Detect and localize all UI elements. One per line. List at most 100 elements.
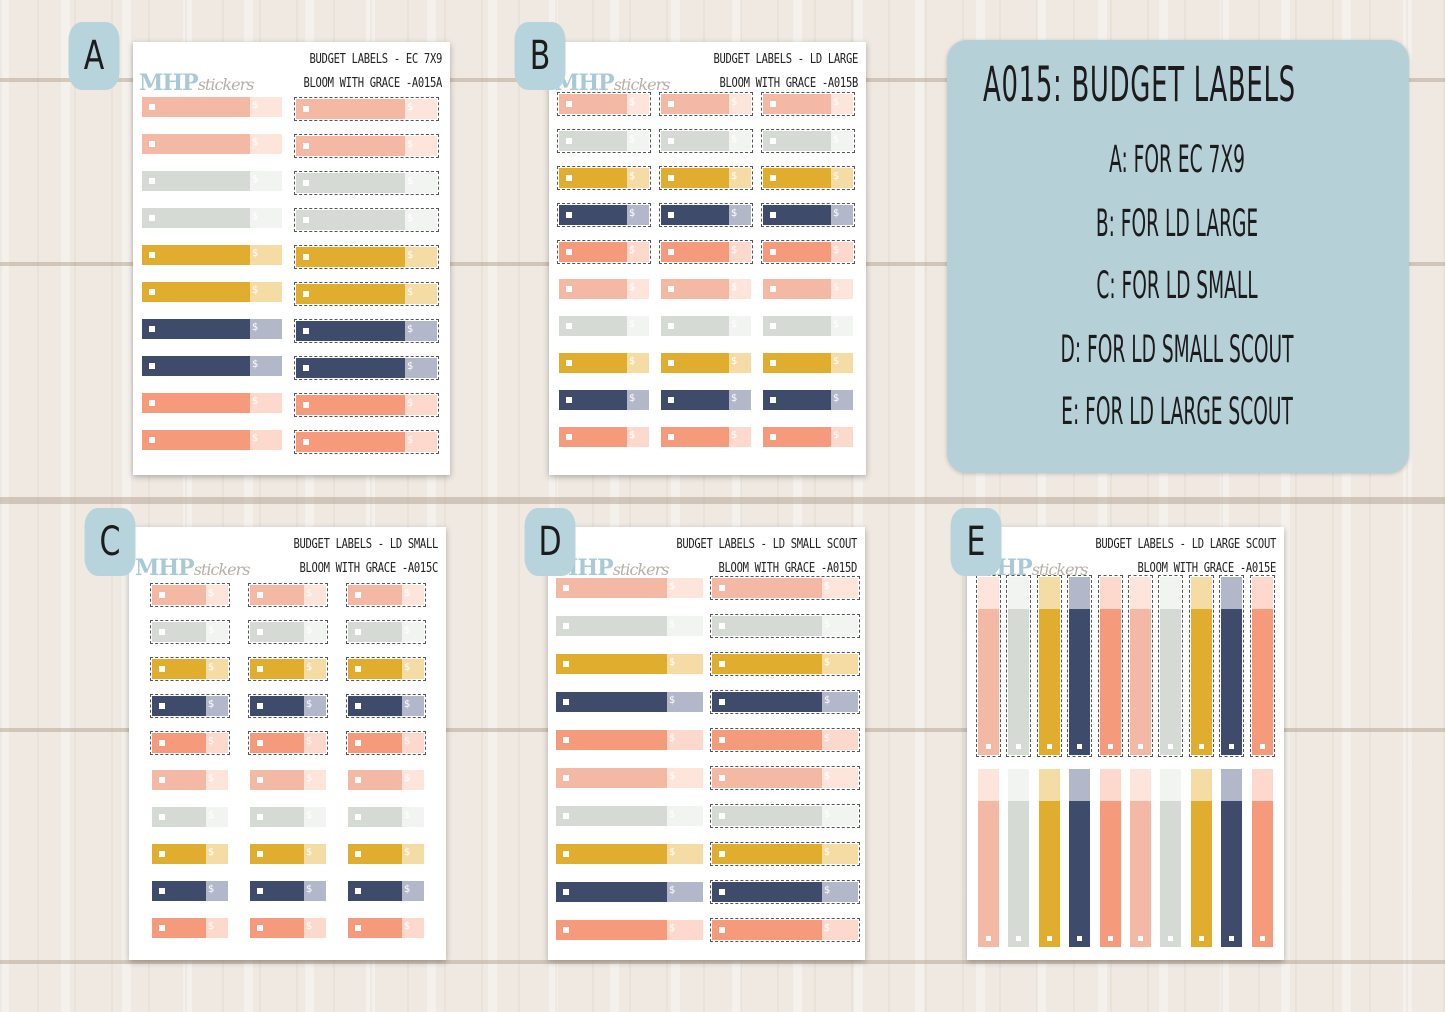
label-sticker: $ [248, 657, 328, 681]
label-sticker: $ [250, 807, 326, 827]
label-sticker: $ [294, 356, 439, 380]
label-sticker: $ [559, 427, 649, 447]
info-panel: A015: BUDGET LABELS A: FOR EC 7X9 B: FOR… [947, 40, 1409, 473]
label-sticker [1219, 575, 1245, 757]
label-sticker: $ [346, 694, 426, 718]
badge-c: C [84, 508, 136, 576]
label-sticker: $ [142, 171, 282, 191]
sheet-header: BUDGET LABELS - LD SMALL SCOUT BLOOM WITH… [676, 536, 857, 576]
label-sticker: $ [150, 731, 230, 755]
label-sticker: $ [710, 728, 860, 752]
label-sticker [978, 769, 999, 947]
label-sticker: $ [294, 208, 439, 232]
label-sticker: $ [710, 614, 860, 638]
label-sticker [1130, 769, 1151, 947]
label-sticker: $ [710, 690, 860, 714]
label-sticker: $ [556, 768, 703, 788]
label-sticker: $ [248, 620, 328, 644]
wood-seam [0, 960, 1445, 964]
label-sticker: $ [556, 806, 703, 826]
label-sticker: $ [346, 731, 426, 755]
label-sticker: $ [710, 576, 860, 600]
label-sticker: $ [557, 166, 651, 190]
label-sticker: $ [659, 129, 753, 153]
label-sticker: $ [346, 620, 426, 644]
label-sticker: $ [661, 427, 751, 447]
label-sticker: $ [556, 920, 703, 940]
label-sticker: $ [659, 92, 753, 116]
label-sticker: $ [659, 166, 753, 190]
label-sticker: $ [142, 319, 282, 339]
label-sticker [1067, 575, 1093, 757]
label-sticker: $ [556, 616, 703, 636]
label-sticker: $ [559, 279, 649, 299]
label-sticker: $ [761, 166, 855, 190]
panel-line-b: B: FOR LD LARGE [1095, 202, 1259, 246]
badge-b: B [514, 22, 566, 90]
label-sticker [1099, 769, 1121, 947]
label-sticker: $ [152, 881, 228, 901]
label-sticker: $ [248, 731, 328, 755]
label-sticker: $ [710, 652, 860, 676]
label-sticker: $ [294, 319, 439, 343]
label-sticker: $ [142, 208, 282, 228]
label-sticker: $ [557, 203, 651, 227]
label-sticker: $ [294, 97, 439, 121]
label-sticker: $ [763, 390, 853, 410]
badge-e: E [950, 508, 1002, 576]
label-sticker: $ [294, 393, 439, 417]
label-sticker [1158, 575, 1184, 757]
panel-line-d: D: FOR LD SMALL SCOUT [1060, 328, 1294, 372]
label-sticker: $ [142, 356, 282, 376]
label-sticker: $ [761, 92, 855, 116]
label-sticker: $ [142, 393, 282, 413]
label-sticker: $ [142, 282, 282, 302]
label-sticker: $ [294, 171, 439, 195]
label-sticker: $ [250, 881, 326, 901]
label-sticker: $ [659, 240, 753, 264]
label-sticker [1038, 769, 1060, 947]
label-sticker: $ [761, 240, 855, 264]
label-sticker: $ [348, 770, 424, 790]
label-sticker: $ [150, 620, 230, 644]
label-sticker: $ [346, 583, 426, 607]
label-sticker: $ [710, 766, 860, 790]
label-sticker: $ [559, 390, 649, 410]
panel-title: A015: BUDGET LABELS [983, 58, 1296, 114]
label-sticker: $ [142, 97, 282, 117]
label-sticker: $ [142, 245, 282, 265]
label-sticker: $ [557, 92, 651, 116]
panel-line-a: A: FOR EC 7X9 [1109, 138, 1245, 182]
sticker-sheet-b: MHPstickers BUDGET LABELS - LD LARGE BLOO… [549, 42, 866, 475]
label-sticker [1188, 575, 1214, 757]
label-sticker: $ [661, 279, 751, 299]
brand-logo: MHPstickers [555, 70, 670, 96]
label-sticker: $ [142, 430, 282, 450]
label-sticker: $ [150, 657, 230, 681]
label-sticker: $ [661, 390, 751, 410]
sticker-sheet-d: MHPstickers BUDGET LABELS - LD SMALL SCO… [548, 527, 865, 960]
label-sticker: $ [152, 918, 228, 938]
label-sticker: $ [763, 427, 853, 447]
label-sticker [1251, 769, 1273, 947]
label-sticker [1221, 769, 1243, 947]
label-sticker [1128, 575, 1153, 757]
panel-line-e: E: FOR LD LARGE SCOUT [1061, 390, 1293, 434]
label-sticker: $ [763, 316, 853, 336]
label-sticker [1006, 575, 1032, 757]
label-sticker: $ [556, 578, 703, 598]
label-sticker: $ [152, 844, 228, 864]
label-sticker: $ [250, 844, 326, 864]
label-sticker: $ [150, 694, 230, 718]
label-sticker [1160, 769, 1182, 947]
label-sticker: $ [659, 203, 753, 227]
label-sticker [1190, 769, 1212, 947]
sticker-sheet-c: MHPstickers BUDGET LABELS - LD SMALL BLOO… [129, 527, 446, 960]
label-sticker: $ [556, 654, 703, 674]
label-sticker: $ [661, 316, 751, 336]
sheet-header: BUDGET LABELS - LD LARGE SCOUT BLOOM WITH… [1095, 536, 1276, 576]
label-sticker: $ [152, 770, 228, 790]
label-sticker: $ [710, 804, 860, 828]
label-sticker: $ [250, 918, 326, 938]
label-sticker: $ [294, 134, 439, 158]
